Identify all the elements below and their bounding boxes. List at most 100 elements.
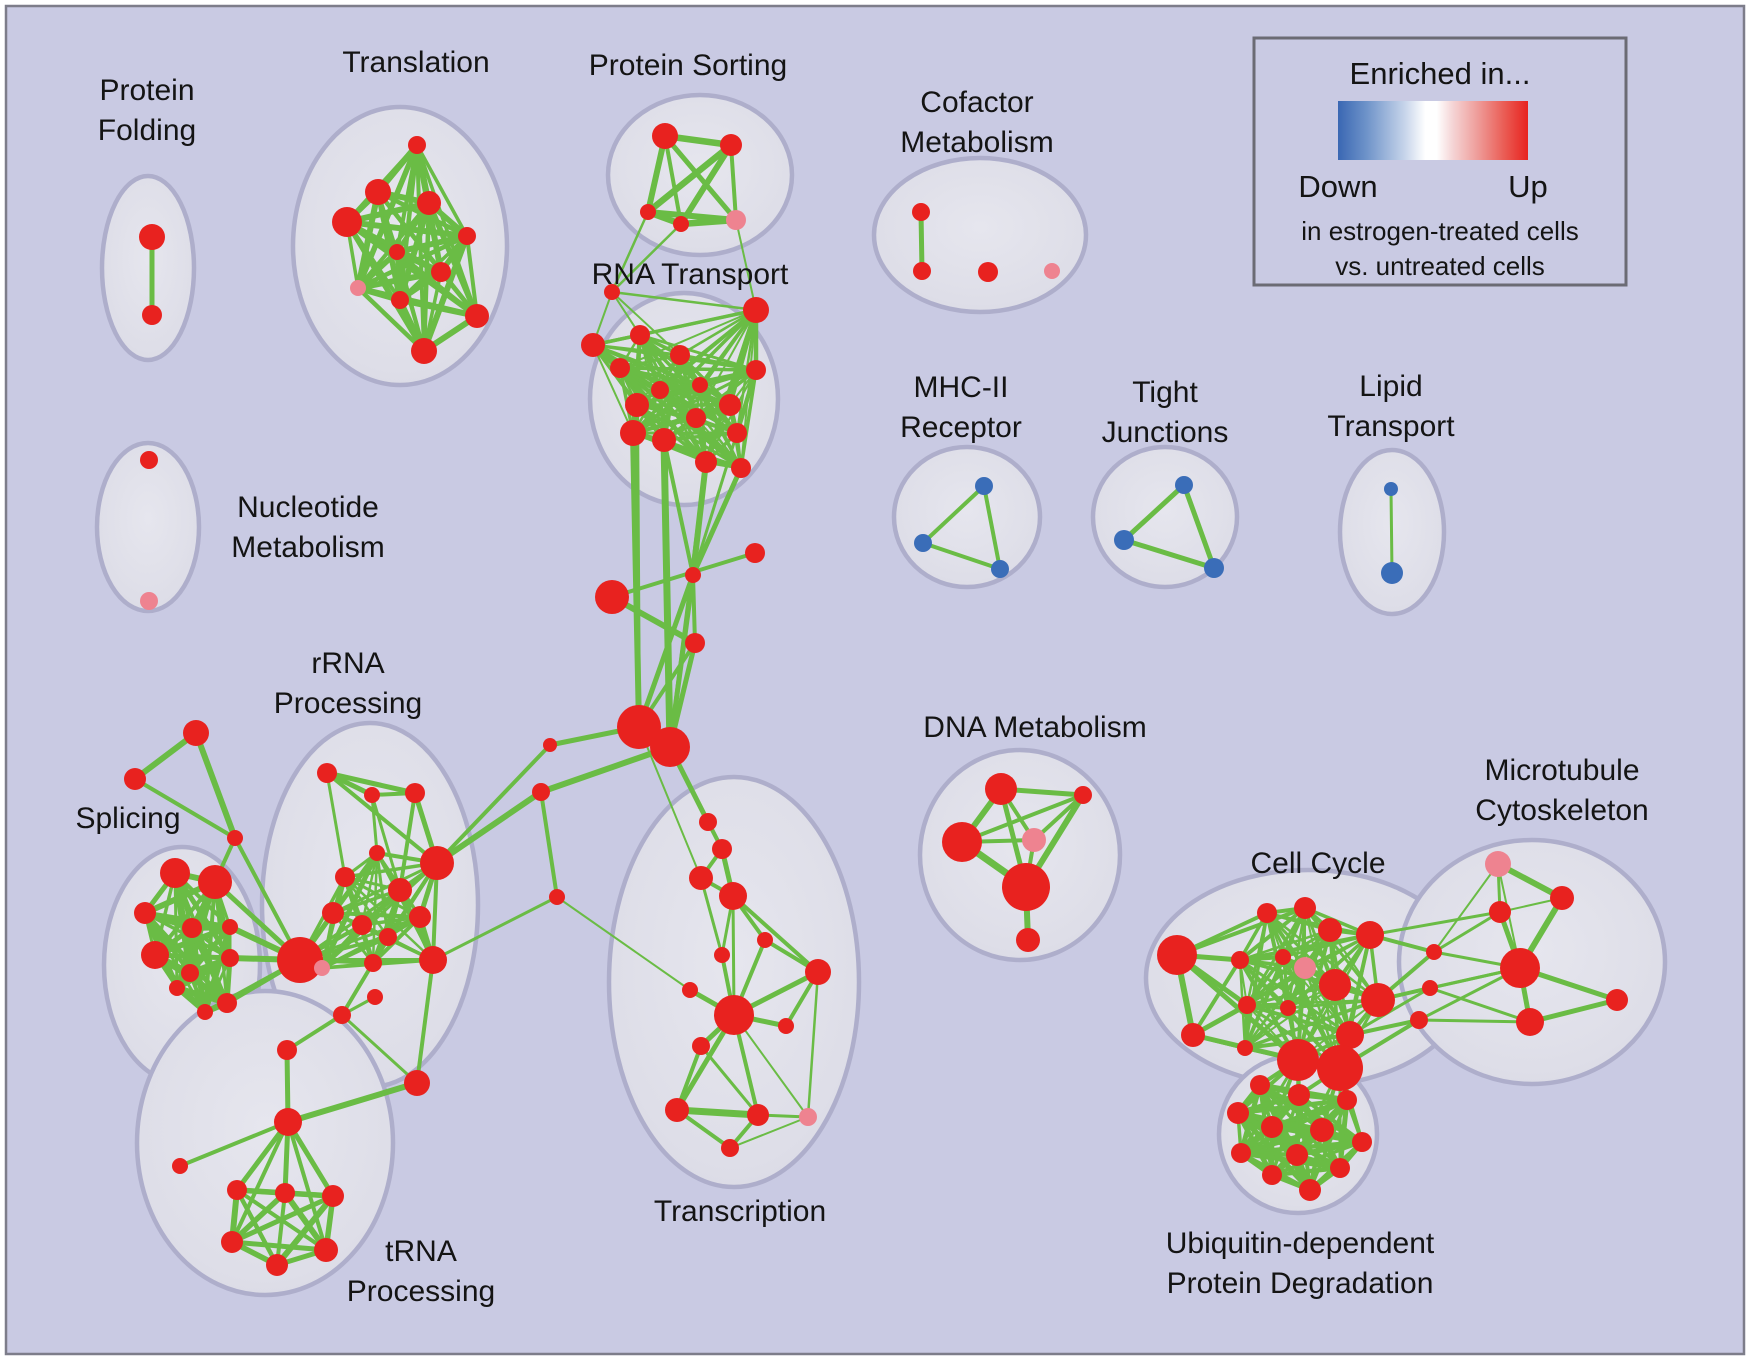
node-ch4[interactable] bbox=[404, 1070, 430, 1096]
node-rr3[interactable] bbox=[405, 783, 425, 803]
node-g2[interactable] bbox=[1317, 1045, 1363, 1091]
node-rt3[interactable] bbox=[581, 333, 605, 357]
node-mt6[interactable] bbox=[1606, 989, 1628, 1011]
node-tl10[interactable] bbox=[465, 304, 489, 328]
node-tx13[interactable] bbox=[747, 1104, 769, 1126]
node-tl7[interactable] bbox=[431, 262, 451, 282]
node-x2[interactable] bbox=[124, 768, 146, 790]
node-rt2[interactable] bbox=[743, 297, 769, 323]
node-tx10[interactable] bbox=[778, 1018, 794, 1034]
node-lc3[interactable] bbox=[549, 889, 565, 905]
node-tx1[interactable] bbox=[699, 813, 717, 831]
node-dm1[interactable] bbox=[985, 773, 1017, 805]
node-cc10[interactable] bbox=[1319, 969, 1351, 1001]
node-cc6[interactable] bbox=[1238, 996, 1256, 1014]
node-rr6[interactable] bbox=[388, 878, 412, 902]
node-mt3[interactable] bbox=[1489, 901, 1511, 923]
node-hb1[interactable] bbox=[617, 705, 661, 749]
node-ub11[interactable] bbox=[1262, 1165, 1282, 1185]
node-ch1[interactable] bbox=[277, 1040, 297, 1060]
node-ps5[interactable] bbox=[726, 210, 746, 230]
node-dm3[interactable] bbox=[942, 822, 982, 862]
node-sp11[interactable] bbox=[197, 1004, 213, 1020]
node-cc11[interactable] bbox=[1361, 983, 1395, 1017]
node-cc9[interactable] bbox=[1356, 921, 1384, 949]
node-cc2[interactable] bbox=[1294, 897, 1316, 919]
node-ccl1[interactable] bbox=[1157, 935, 1197, 975]
node-tl4[interactable] bbox=[332, 207, 362, 237]
node-tl6[interactable] bbox=[389, 244, 405, 260]
node-rt6[interactable] bbox=[746, 360, 766, 380]
node-tj1[interactable] bbox=[1175, 476, 1193, 494]
node-cc4[interactable] bbox=[1275, 949, 1291, 965]
node-mt5[interactable] bbox=[1516, 1008, 1544, 1036]
node-sp8[interactable] bbox=[221, 949, 239, 967]
node-rt5[interactable] bbox=[670, 345, 690, 365]
node-cf2[interactable] bbox=[913, 262, 931, 280]
node-ub8[interactable] bbox=[1231, 1143, 1251, 1163]
node-tx2[interactable] bbox=[712, 839, 732, 859]
node-rr11[interactable] bbox=[409, 906, 431, 928]
node-rt14[interactable] bbox=[652, 428, 676, 452]
node-ps3[interactable] bbox=[640, 204, 656, 220]
node-rt15[interactable] bbox=[727, 423, 747, 443]
node-rt17[interactable] bbox=[731, 458, 751, 478]
node-j2[interactable] bbox=[745, 543, 765, 563]
node-tj2[interactable] bbox=[1114, 530, 1134, 550]
node-th1[interactable] bbox=[227, 1180, 247, 1200]
node-rt8[interactable] bbox=[651, 381, 669, 399]
node-x3[interactable] bbox=[227, 830, 243, 846]
node-cc13[interactable] bbox=[1237, 1040, 1253, 1056]
node-rt10[interactable] bbox=[625, 393, 649, 417]
node-tl5[interactable] bbox=[458, 227, 476, 245]
node-dm4[interactable] bbox=[1022, 828, 1046, 852]
node-cb2[interactable] bbox=[1422, 980, 1438, 996]
node-tr0[interactable] bbox=[274, 1108, 302, 1136]
node-tx12[interactable] bbox=[665, 1098, 689, 1122]
node-rr14[interactable] bbox=[364, 954, 382, 972]
node-rr5[interactable] bbox=[335, 867, 355, 887]
node-lt2[interactable] bbox=[1381, 562, 1403, 584]
node-sp4[interactable] bbox=[182, 918, 202, 938]
node-th5[interactable] bbox=[314, 1238, 338, 1262]
node-ub6[interactable] bbox=[1310, 1118, 1334, 1142]
node-tri[interactable] bbox=[172, 1158, 188, 1174]
node-dm5[interactable] bbox=[1002, 863, 1050, 911]
node-lt1[interactable] bbox=[1384, 482, 1398, 496]
node-tx8[interactable] bbox=[682, 982, 698, 998]
node-sp9[interactable] bbox=[169, 980, 185, 996]
node-rr13[interactable] bbox=[314, 960, 330, 976]
node-tx9[interactable] bbox=[714, 995, 754, 1035]
node-g1[interactable] bbox=[1277, 1039, 1319, 1081]
node-cf3[interactable] bbox=[978, 262, 998, 282]
node-cc5[interactable] bbox=[1294, 957, 1316, 979]
node-ub9[interactable] bbox=[1286, 1144, 1308, 1166]
node-sp3[interactable] bbox=[134, 902, 156, 924]
node-ch2[interactable] bbox=[333, 1006, 351, 1024]
node-cb1[interactable] bbox=[1426, 944, 1442, 960]
node-th3[interactable] bbox=[322, 1185, 344, 1207]
node-rt1[interactable] bbox=[604, 284, 620, 300]
node-rr1[interactable] bbox=[317, 763, 337, 783]
node-ub12[interactable] bbox=[1299, 1179, 1321, 1201]
node-rt12[interactable] bbox=[686, 408, 706, 428]
node-ub2[interactable] bbox=[1288, 1084, 1310, 1106]
node-dm6[interactable] bbox=[1016, 928, 1040, 952]
node-cf1[interactable] bbox=[912, 203, 930, 221]
node-rt16[interactable] bbox=[695, 451, 717, 473]
node-ch3[interactable] bbox=[367, 989, 383, 1005]
node-cc7[interactable] bbox=[1280, 1000, 1296, 1016]
node-tx15[interactable] bbox=[721, 1139, 739, 1157]
node-ub5[interactable] bbox=[1261, 1116, 1283, 1138]
node-lc2[interactable] bbox=[532, 783, 550, 801]
node-th6[interactable] bbox=[266, 1254, 288, 1276]
node-ub10[interactable] bbox=[1330, 1158, 1350, 1178]
node-tl9[interactable] bbox=[391, 291, 409, 309]
node-ps4[interactable] bbox=[673, 216, 689, 232]
node-tx7[interactable] bbox=[805, 959, 831, 985]
node-lc1[interactable] bbox=[543, 738, 557, 752]
node-nm1[interactable] bbox=[140, 451, 158, 469]
node-tx4[interactable] bbox=[719, 882, 747, 910]
node-rr7[interactable] bbox=[420, 846, 454, 880]
node-rt4[interactable] bbox=[630, 325, 650, 345]
